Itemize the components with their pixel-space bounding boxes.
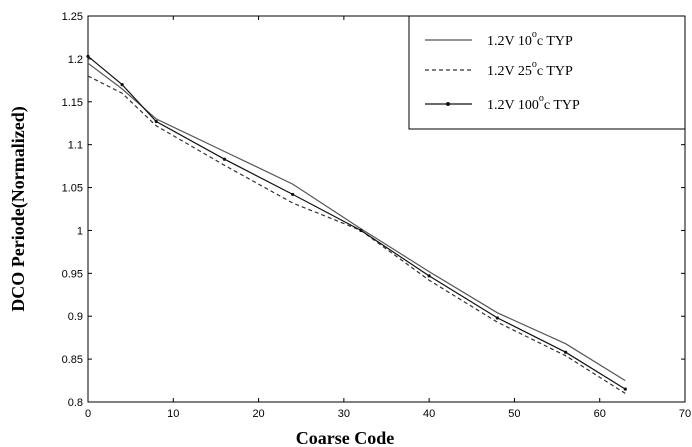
series-point-3 <box>86 54 90 58</box>
x-axis-label: Coarse Code <box>296 428 394 447</box>
series-point-3 <box>154 119 158 124</box>
y-tick-label: 0.85 <box>62 354 83 366</box>
series-layer <box>86 54 627 394</box>
series-point-3 <box>495 316 499 320</box>
y-tick-label: 0.9 <box>68 311 83 323</box>
y-ticks: 0.8 0.85 0.9 0.95 1 1.05 1.1 1.15 1.2 1.25 <box>62 11 685 409</box>
legend-label-sup: o <box>532 29 537 40</box>
legend-label-suffix: c TYP <box>537 64 573 79</box>
series-point-3 <box>120 83 124 87</box>
legend-label-prefix: 1.2V 10 <box>487 34 532 49</box>
y-axis-label: DCO Periode(Normalized) <box>8 106 29 311</box>
y-tick-label: 0.8 <box>68 397 83 409</box>
y-tick-label: 1 <box>77 225 83 237</box>
legend-label-1: 1.2V 10oc TYP <box>487 29 573 49</box>
legend-label-sup: o <box>532 59 537 70</box>
series-point-3 <box>222 157 227 161</box>
legend-label-prefix: 1.2V 25 <box>487 64 532 79</box>
legend-label-sup: o <box>539 93 544 104</box>
y-tick-label: 1.15 <box>62 97 83 109</box>
series-point-3 <box>564 350 568 354</box>
legend-label-suffix: c TYP <box>537 34 573 49</box>
y-tick-label: 1.1 <box>68 140 83 152</box>
legend-label-2: 1.2V 25oc TYP <box>487 59 573 79</box>
x-tick-label: 30 <box>338 408 350 420</box>
series-line-2 <box>87 75 626 394</box>
series-point-3 <box>291 192 295 197</box>
plot-frame <box>87 15 686 403</box>
series-point-3 <box>623 387 627 391</box>
legend-box <box>408 15 686 130</box>
x-tick-label: 70 <box>679 408 691 420</box>
y-tick-label: 1.2 <box>68 54 83 66</box>
x-ticks: 0 10 20 30 40 50 60 70 <box>85 16 691 420</box>
series-line-3 <box>87 55 626 390</box>
legend-marker-3 <box>446 102 450 106</box>
x-tick-label: 0 <box>85 408 91 420</box>
y-tick-label: 1.05 <box>62 183 83 195</box>
y-tick-label: 1.25 <box>62 11 83 23</box>
legend-label-prefix: 1.2V 100 <box>487 98 539 113</box>
series-point-3 <box>427 274 431 278</box>
legend-label-suffix: c TYP <box>544 98 580 113</box>
x-tick-label: 60 <box>594 408 606 420</box>
x-tick-label: 50 <box>508 408 520 420</box>
y-tick-label: 0.95 <box>62 268 83 280</box>
series-point-3 <box>359 228 363 233</box>
x-tick-label: 10 <box>167 408 179 420</box>
x-tick-label: 20 <box>252 408 264 420</box>
legend-label-3: 1.2V 100oc TYP <box>487 93 580 113</box>
x-tick-label: 40 <box>423 408 435 420</box>
